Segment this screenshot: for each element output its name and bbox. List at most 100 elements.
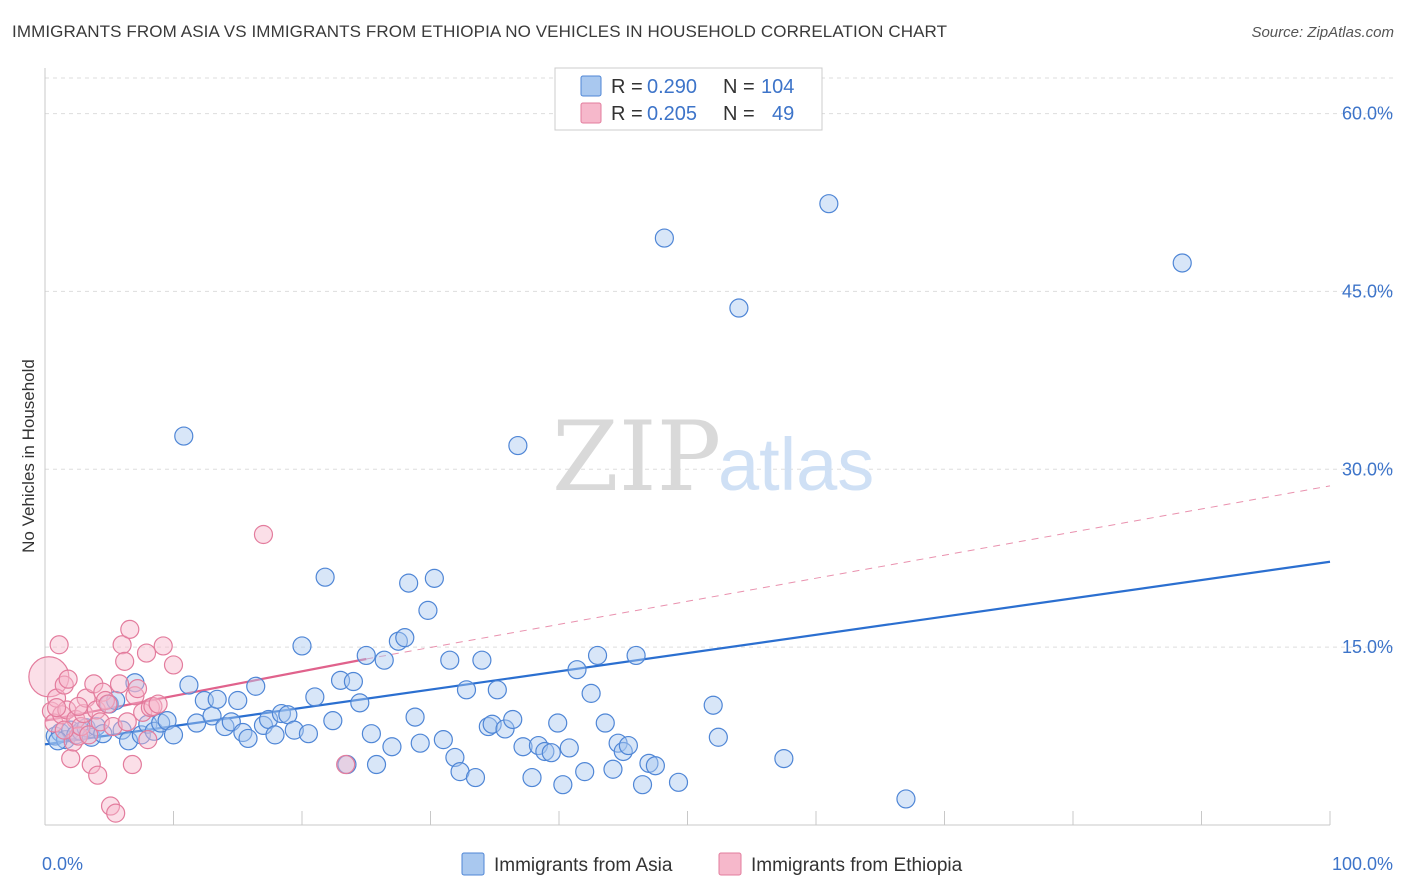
point-asia (632, 775, 653, 795)
point-asia (366, 754, 387, 775)
point-asia (535, 741, 555, 762)
y-tick-label: 60.0% (1342, 104, 1393, 124)
point-ethiopia (127, 679, 148, 699)
point-ethiopia (120, 619, 140, 639)
point-asia (179, 675, 199, 695)
point-asia (654, 228, 674, 248)
point-ethiopia (54, 720, 74, 740)
point-ethiopia (163, 655, 184, 675)
point-ethiopia (138, 730, 158, 750)
legend-r-label-ethiopia: R = (611, 103, 643, 125)
point-ethiopia (79, 725, 99, 745)
point-asia (819, 194, 839, 214)
point-asia (271, 703, 292, 724)
bottom-legend-swatch-asia (461, 852, 485, 876)
point-ethiopia (103, 716, 123, 737)
axes (44, 68, 1331, 826)
gridlines (45, 77, 1395, 648)
point-asia (703, 695, 723, 715)
point-asia (668, 772, 689, 792)
point-asia (456, 680, 477, 700)
y-tick-labels: 15.0% 30.0% 45.0% 60.0% (1342, 104, 1393, 658)
point-asia (774, 748, 794, 769)
points-ethiopia (28, 524, 356, 823)
point-ethiopia (88, 765, 108, 785)
point-asia (1172, 253, 1192, 273)
legend-n-value-asia: 104 (761, 76, 794, 98)
point-asia (508, 435, 528, 456)
point-asia (298, 724, 319, 744)
point-asia (228, 690, 248, 711)
point-ethiopia (253, 524, 274, 545)
point-asia (284, 720, 304, 740)
point-asia (343, 671, 363, 692)
point-ethiopia (117, 712, 137, 732)
point-asia (350, 693, 370, 713)
point-asia (445, 747, 465, 768)
top-legend: R = 0.290 N = 104 R = 0.205 N = 49 (554, 67, 823, 131)
point-asia (581, 683, 601, 703)
point-asia (559, 738, 579, 758)
point-ethiopia (98, 694, 118, 714)
point-asia (374, 650, 394, 670)
chart-title: IMMIGRANTS FROM ASIA VS IMMIGRANTS FROM … (12, 22, 948, 41)
point-asia (603, 759, 623, 779)
point-ethiopia (336, 754, 356, 775)
point-ethiopia (106, 803, 126, 823)
point-asia (513, 737, 533, 757)
point-asia (395, 628, 415, 648)
legend-n-label-ethiopia: N = (723, 103, 755, 125)
trend-line-ethiopia (44, 657, 367, 722)
point-asia (163, 725, 184, 745)
bottom-legend: Immigrants from Asia Immigrants from Eth… (461, 852, 963, 876)
point-ethiopia (109, 674, 130, 694)
point-asia (587, 645, 608, 666)
point-ethiopia (143, 696, 163, 717)
x-tick-label: 100.0% (1332, 854, 1393, 874)
point-asia (305, 687, 325, 707)
x-tick-labels: 0.0% 100.0% (42, 854, 1393, 874)
point-asia (541, 743, 561, 763)
point-ethiopia (44, 713, 64, 733)
points-asia (45, 194, 1192, 809)
y-tick-label: 30.0% (1342, 459, 1393, 479)
point-asia (729, 298, 749, 318)
point-asia (433, 730, 453, 750)
point-asia (487, 680, 507, 700)
trend-line-ethiopia-extension (366, 485, 1331, 660)
legend-r-label-asia: R = (611, 76, 643, 98)
bottom-legend-swatch-ethiopia (718, 852, 742, 876)
point-ethiopia (153, 636, 173, 656)
point-ethiopia (61, 748, 81, 769)
x-tick-label: 0.0% (42, 854, 83, 874)
point-asia (613, 741, 633, 762)
legend-swatch-ethiopia (580, 102, 602, 124)
point-asia (265, 725, 285, 745)
point-asia (246, 676, 266, 696)
point-asia (418, 600, 438, 620)
point-ethiopia (49, 635, 69, 655)
bottom-legend-label-asia: Immigrants from Asia (494, 855, 673, 876)
point-asia (356, 645, 376, 666)
point-ethiopia (46, 698, 67, 718)
legend-r-value-asia: 0.290 (647, 76, 697, 98)
point-asia (174, 426, 194, 446)
point-asia (315, 567, 335, 587)
point-asia (567, 660, 587, 680)
point-asia (708, 727, 728, 747)
point-asia (424, 568, 444, 588)
point-asia (399, 573, 419, 593)
point-asia (553, 775, 573, 795)
watermark-atlas: atlas (718, 423, 874, 506)
point-asia (405, 707, 425, 727)
point-asia (548, 713, 568, 733)
trend-line-asia (44, 560, 1331, 746)
point-asia (482, 714, 502, 734)
point-asia (440, 650, 460, 670)
legend-r-value-ethiopia: 0.205 (647, 103, 697, 125)
point-asia (465, 767, 486, 788)
point-ethiopia (81, 754, 101, 775)
source-label: Source: ZipAtlas.com (1251, 24, 1394, 41)
point-asia (410, 733, 430, 753)
